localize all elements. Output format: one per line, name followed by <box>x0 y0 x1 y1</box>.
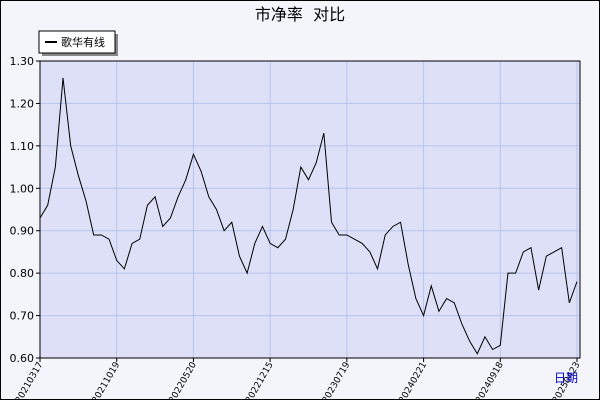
y-tick-label: 0.70 <box>10 310 35 323</box>
legend-label: 歌华有线 <box>61 35 105 49</box>
y-tick-label: 1.20 <box>10 97 35 110</box>
data-line <box>39 77 578 355</box>
plot-area <box>40 61 580 358</box>
x-axis-label: 日期 <box>554 371 578 385</box>
y-tick-label: 1.10 <box>10 140 35 153</box>
y-tick-label: 1.00 <box>10 182 35 195</box>
y-tick-label: 0.60 <box>10 352 35 365</box>
chart-title: 市净率 对比 <box>255 5 345 24</box>
plot-frame <box>39 60 581 359</box>
legend-box <box>38 30 116 54</box>
y-tick-label: 1.30 <box>10 55 35 68</box>
y-tick-label: 0.80 <box>10 267 35 280</box>
y-tick-label: 0.90 <box>10 225 35 238</box>
